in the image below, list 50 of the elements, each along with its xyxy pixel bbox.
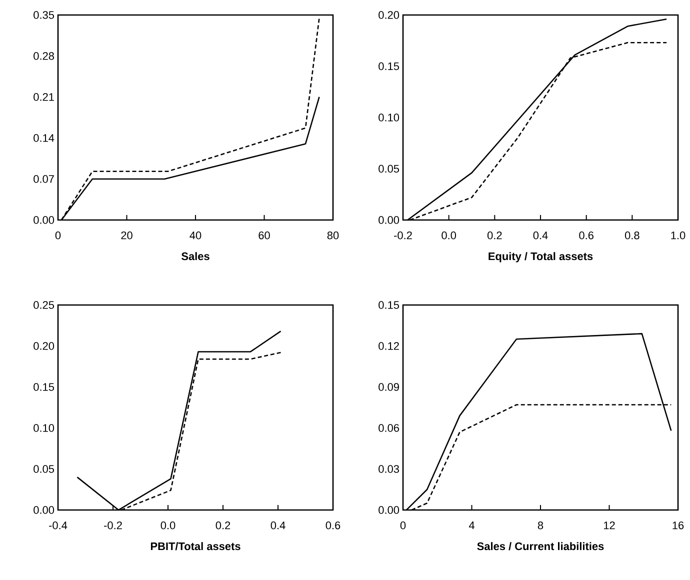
x-tick-label: 12: [604, 522, 615, 530]
y-tick-label: 0.15: [378, 301, 400, 309]
y-tick-label: 0.03: [378, 465, 399, 473]
y-tick-label: 0.21: [34, 93, 54, 101]
y-tick-label: 0.12: [378, 342, 399, 350]
x-tick-label: 60: [258, 232, 270, 240]
x-tick-label: 16: [672, 522, 684, 530]
x-tick-label: 1.0: [671, 232, 686, 240]
x-tick-label: 0.0: [160, 522, 176, 530]
y-tick-label: 0.06: [378, 424, 399, 432]
y-tick-label: 0.05: [378, 164, 400, 173]
x-axis-title: PBIT/Total assets: [150, 542, 240, 550]
x-tick-label: -0.4: [49, 522, 68, 530]
x-tick-label: 0.2: [216, 522, 230, 530]
y-tick-label: 0.15: [34, 383, 54, 391]
y-tick-label: 0.00: [34, 216, 54, 224]
x-tick-label: 0.4: [270, 522, 286, 530]
x-axis-title: Equity / Total assets: [488, 252, 593, 262]
y-tick-label: 0.20: [34, 342, 54, 350]
y-tick-label: 0.20: [378, 11, 400, 19]
x-tick-label: 0.0: [442, 232, 456, 240]
y-tick-label: 0.05: [34, 465, 54, 473]
y-tick-label: 0.09: [378, 383, 399, 391]
y-tick-label: 0.28: [34, 52, 54, 60]
y-tick-label: 0.10: [378, 114, 400, 122]
x-tick-label: 20: [121, 232, 132, 240]
y-tick-label: 0.00: [378, 216, 400, 224]
y-tick-label: 0.25: [34, 301, 54, 309]
x-tick-label: 40: [190, 232, 202, 240]
x-tick-label: -0.2: [394, 232, 412, 240]
x-tick-label: 0.8: [624, 232, 640, 240]
y-tick-label: 0.14: [34, 134, 54, 142]
x-axis-title: Sales / Current liabilities: [477, 542, 604, 550]
x-tick-label: 0: [400, 522, 406, 530]
x-tick-label: 0: [55, 232, 61, 240]
x-tick-label: 0.4: [533, 232, 548, 240]
y-tick-label: 0.10: [34, 424, 54, 432]
x-tick-label: -0.2: [104, 522, 122, 530]
x-tick-label: 0.2: [487, 232, 502, 240]
y-tick-label: 0.15: [378, 62, 400, 70]
x-tick-label: 4: [468, 522, 474, 530]
y-tick-label: 0.00: [378, 506, 400, 514]
x-tick-label: 0.6: [579, 232, 594, 240]
x-tick-label: 80: [327, 232, 339, 240]
y-tick-label: 0.35: [34, 11, 54, 19]
x-tick-label: 8: [538, 522, 544, 530]
x-tick-label: 0.6: [326, 522, 340, 530]
y-tick-label: 0.07: [34, 175, 54, 183]
x-axis-title: Sales: [182, 252, 210, 260]
y-tick-label: 0.00: [34, 506, 54, 514]
